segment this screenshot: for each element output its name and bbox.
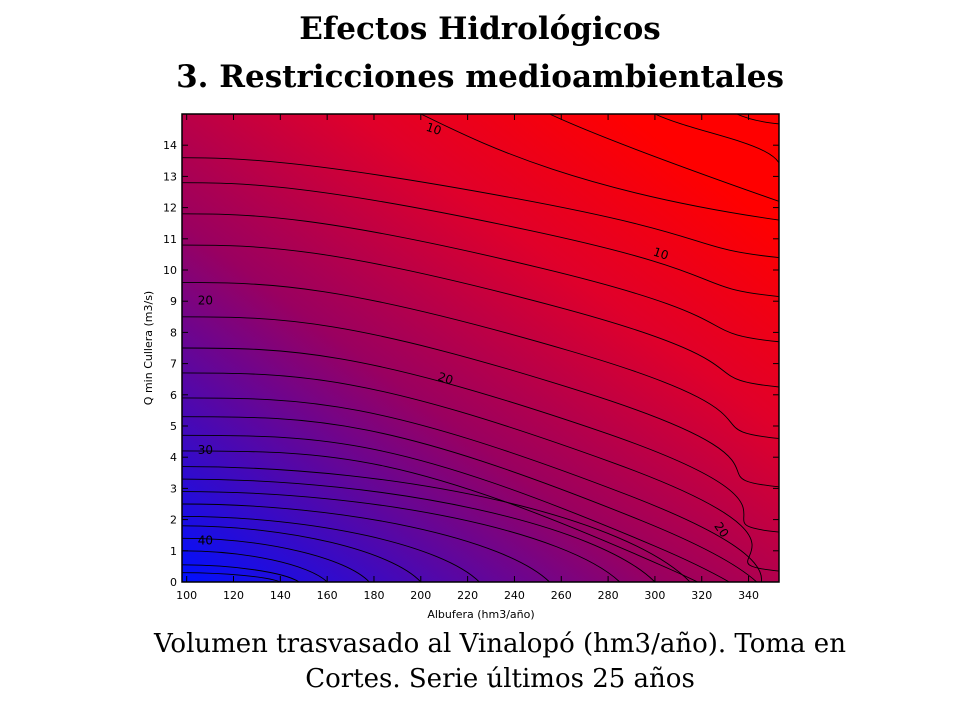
y-tick-label: 8 xyxy=(170,326,177,339)
contour-line xyxy=(182,564,300,582)
contour-line xyxy=(182,157,779,258)
y-tick-label: 12 xyxy=(163,202,177,215)
y-tick-label: 4 xyxy=(170,451,177,464)
axis-ticks: 100 120 140 160 180 200 220 240 260 280 300 320 3400… xyxy=(163,114,779,602)
contour-line xyxy=(182,572,281,582)
contour-lines xyxy=(182,114,779,582)
plot-field xyxy=(182,114,779,582)
x-tick-label: 240 xyxy=(504,589,525,602)
contour-line xyxy=(182,213,779,343)
x-tick-label: 100 xyxy=(176,589,197,602)
contour-line xyxy=(182,397,763,582)
plot-frame xyxy=(181,113,780,583)
contour-line xyxy=(182,550,328,582)
contour-value-label: 40 xyxy=(198,534,213,548)
contour-line xyxy=(182,316,779,488)
contour-line xyxy=(182,525,422,582)
y-tick-label: 9 xyxy=(170,295,177,308)
y-tick-label: 0 xyxy=(170,576,177,589)
x-tick-label: 140 xyxy=(270,589,291,602)
contour-line xyxy=(182,537,370,582)
contour-line xyxy=(182,282,779,439)
x-tick-label: 280 xyxy=(598,589,619,602)
x-tick-label: 260 xyxy=(551,589,572,602)
x-axis-label: Albufera (hm3/año) xyxy=(427,608,534,621)
y-tick-label: 6 xyxy=(170,389,177,402)
y-tick-label: 14 xyxy=(163,139,177,152)
x-tick-label: 160 xyxy=(317,589,338,602)
contour-value-label: 10 xyxy=(424,120,443,138)
contour-line xyxy=(182,416,758,582)
x-tick-label: 340 xyxy=(738,589,759,602)
x-tick-label: 180 xyxy=(363,589,384,602)
y-tick-label: 10 xyxy=(163,264,177,277)
contour-line xyxy=(182,182,779,297)
contour-line xyxy=(420,114,779,221)
contour-value-label: 20 xyxy=(198,293,213,307)
contour-line xyxy=(736,114,779,146)
contour-line xyxy=(182,503,550,582)
caption-line1: Volumen trasvasado al Vinalopó (hm3/año)… xyxy=(154,629,846,659)
slide-title-line1: Efectos Hidrológicos xyxy=(299,11,661,47)
x-tick-label: 120 xyxy=(223,589,244,602)
y-tick-label: 1 xyxy=(170,545,177,558)
slide-title-line2: 3. Restricciones medioambientales xyxy=(176,59,784,95)
x-tick-label: 220 xyxy=(457,589,478,602)
contour-value-label: 10 xyxy=(651,245,670,263)
y-tick-label: 3 xyxy=(170,482,177,495)
caption-line2: Cortes. Serie últimos 25 años xyxy=(305,664,695,694)
contour-line xyxy=(182,491,621,582)
y-axis-label: Q min Cullera (m3/s) xyxy=(142,291,155,405)
contour-value-label: 30 xyxy=(198,443,213,457)
y-tick-label: 2 xyxy=(170,514,177,527)
contour-line xyxy=(182,434,731,582)
contour-line xyxy=(182,516,480,582)
y-tick-label: 13 xyxy=(163,170,177,183)
contour-line xyxy=(654,114,779,177)
x-tick-label: 200 xyxy=(410,589,431,602)
contour-line xyxy=(182,244,779,388)
contour-value-label: 20 xyxy=(436,369,455,387)
contour-line xyxy=(182,372,779,572)
y-tick-label: 5 xyxy=(170,420,177,433)
contour-line xyxy=(182,478,656,582)
x-tick-label: 300 xyxy=(644,589,665,602)
contour-line xyxy=(182,466,691,582)
contour-line xyxy=(549,114,779,202)
y-tick-label: 11 xyxy=(163,233,177,246)
contour-line xyxy=(182,347,779,533)
y-tick-label: 7 xyxy=(170,358,177,371)
x-tick-label: 320 xyxy=(691,589,712,602)
